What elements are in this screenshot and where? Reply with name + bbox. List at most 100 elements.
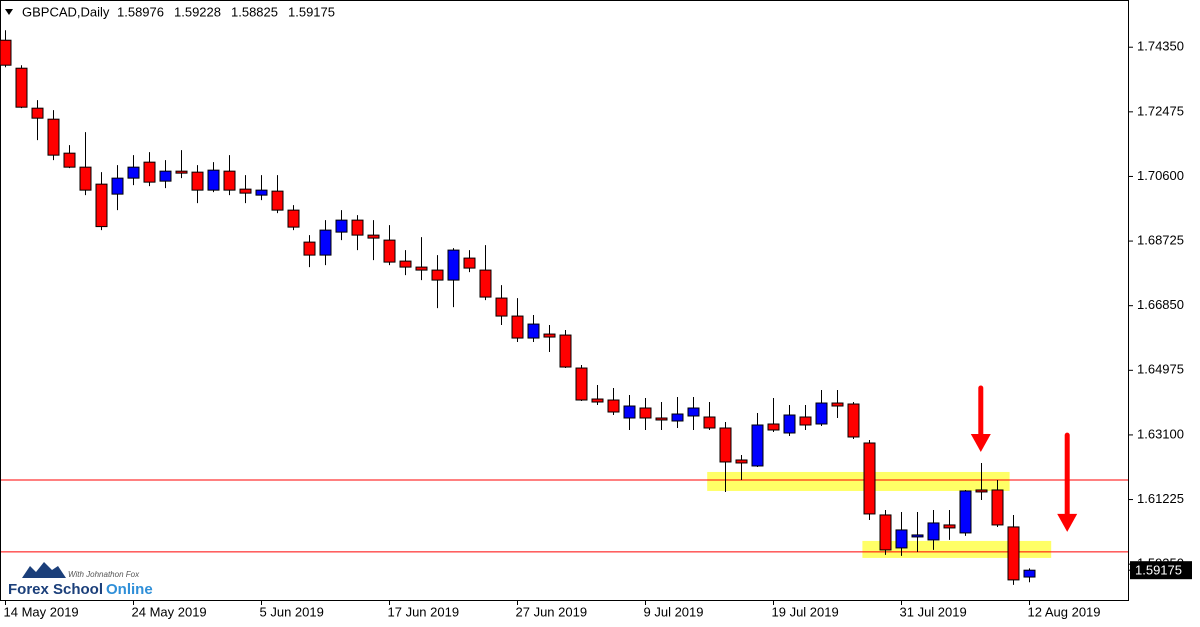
candle-body bbox=[751, 424, 764, 467]
menu-triangle[interactable] bbox=[5, 9, 13, 15]
x-tick-label: 31 Jul 2019 bbox=[900, 604, 967, 619]
candle-body bbox=[431, 269, 444, 281]
candle-body bbox=[31, 107, 44, 119]
candle-body bbox=[767, 423, 780, 431]
ohlc-value: 1.58825 bbox=[231, 4, 278, 19]
candle-body bbox=[575, 367, 588, 401]
candle-body bbox=[383, 239, 396, 263]
candle-body bbox=[911, 534, 924, 538]
candle-body bbox=[335, 219, 348, 233]
candle-body bbox=[815, 402, 828, 425]
candle-body bbox=[303, 241, 316, 256]
candle-body bbox=[655, 417, 668, 421]
candle-body bbox=[927, 522, 940, 541]
candle-body bbox=[783, 414, 796, 434]
ohlc-value: 1.59228 bbox=[174, 4, 221, 19]
candle-body bbox=[639, 407, 652, 419]
current-price-box bbox=[1130, 561, 1192, 580]
candle-body bbox=[351, 219, 364, 236]
candle-body bbox=[543, 333, 556, 338]
candle-body bbox=[367, 234, 380, 239]
logo-name-suffix: Online bbox=[106, 581, 153, 598]
candle-body bbox=[191, 171, 204, 191]
logo-name: Forex School bbox=[8, 581, 103, 598]
candle-body bbox=[687, 407, 700, 417]
candle-body bbox=[63, 152, 76, 168]
x-tick-label: 12 Aug 2019 bbox=[1028, 604, 1101, 619]
candle-body bbox=[143, 161, 156, 183]
y-tick-label: 1.70600 bbox=[1137, 168, 1184, 183]
zone bbox=[707, 471, 1010, 491]
ohlc-value: 1.58976 bbox=[117, 4, 164, 19]
candle-body bbox=[623, 405, 636, 419]
logo-tagline: With Johnathon Fox bbox=[68, 570, 140, 579]
candle-body bbox=[831, 402, 844, 407]
arrow-head bbox=[970, 433, 991, 452]
y-tick-label: 1.68725 bbox=[1137, 233, 1184, 248]
candle-body bbox=[239, 188, 252, 194]
candle-body bbox=[159, 170, 172, 182]
candle-body bbox=[527, 323, 540, 339]
candle-body bbox=[15, 67, 28, 108]
x-tick-label: 5 Jun 2019 bbox=[260, 604, 324, 619]
x-tick-label: 24 May 2019 bbox=[132, 604, 207, 619]
candle-body bbox=[479, 269, 492, 298]
candle-body bbox=[703, 416, 716, 429]
candle-body bbox=[1007, 526, 1020, 581]
candle-body bbox=[1023, 569, 1036, 578]
candle-body bbox=[95, 183, 108, 228]
candle-body bbox=[223, 170, 236, 191]
y-tick-label: 1.63100 bbox=[1137, 426, 1184, 441]
candle-body bbox=[591, 398, 604, 403]
candle-body bbox=[79, 166, 92, 191]
candle-body bbox=[207, 169, 220, 191]
symbol-title: GBPCAD,Daily bbox=[22, 4, 110, 19]
y-tick-label: 1.66850 bbox=[1137, 297, 1184, 312]
candle-body bbox=[415, 266, 428, 271]
candle-body bbox=[975, 489, 988, 493]
x-tick-label: 27 Jun 2019 bbox=[516, 604, 588, 619]
candle-body bbox=[319, 229, 332, 256]
candle-body bbox=[879, 514, 892, 551]
candle-body bbox=[671, 413, 684, 422]
plot-frame bbox=[0, 0, 1129, 601]
candle-body bbox=[847, 403, 860, 438]
candle-body bbox=[175, 170, 188, 174]
candle-body bbox=[719, 427, 732, 463]
y-tick-label: 1.72475 bbox=[1137, 103, 1184, 118]
candle-body bbox=[111, 177, 124, 195]
candle-body bbox=[943, 524, 956, 529]
candle-body bbox=[271, 190, 284, 211]
x-tick-label: 17 Jun 2019 bbox=[388, 604, 460, 619]
candle-body bbox=[287, 209, 300, 228]
current-price-label: 1.59175 bbox=[1135, 563, 1182, 578]
y-tick-label: 1.64975 bbox=[1137, 362, 1184, 377]
candle-body bbox=[495, 297, 508, 317]
arrow-head bbox=[1057, 513, 1078, 532]
x-tick-label: 14 May 2019 bbox=[4, 604, 79, 619]
candle-body bbox=[47, 118, 60, 156]
candle-body bbox=[559, 334, 572, 368]
candle-body bbox=[447, 249, 460, 281]
y-tick-label: 1.74350 bbox=[1137, 39, 1184, 54]
candle-body bbox=[511, 315, 524, 339]
candle-body bbox=[0, 39, 12, 66]
candle-body bbox=[607, 399, 620, 413]
candle-body bbox=[399, 260, 412, 268]
candle-body bbox=[255, 189, 268, 196]
candle-body bbox=[991, 489, 1004, 526]
ohlc-value: 1.59175 bbox=[288, 4, 335, 19]
x-tick-label: 19 Jul 2019 bbox=[772, 604, 839, 619]
x-tick-label: 9 Jul 2019 bbox=[644, 604, 704, 619]
candle-body bbox=[959, 490, 972, 534]
logo-icon bbox=[22, 562, 66, 578]
logo: With Johnathon Fox Forex School Online bbox=[8, 562, 153, 598]
candle-body bbox=[127, 166, 140, 179]
candle-body bbox=[863, 442, 876, 515]
candle-body bbox=[895, 529, 908, 549]
candle-body bbox=[463, 257, 476, 269]
candle-body bbox=[799, 416, 812, 426]
y-tick-label: 1.61225 bbox=[1137, 491, 1184, 506]
candle-body bbox=[735, 459, 748, 464]
